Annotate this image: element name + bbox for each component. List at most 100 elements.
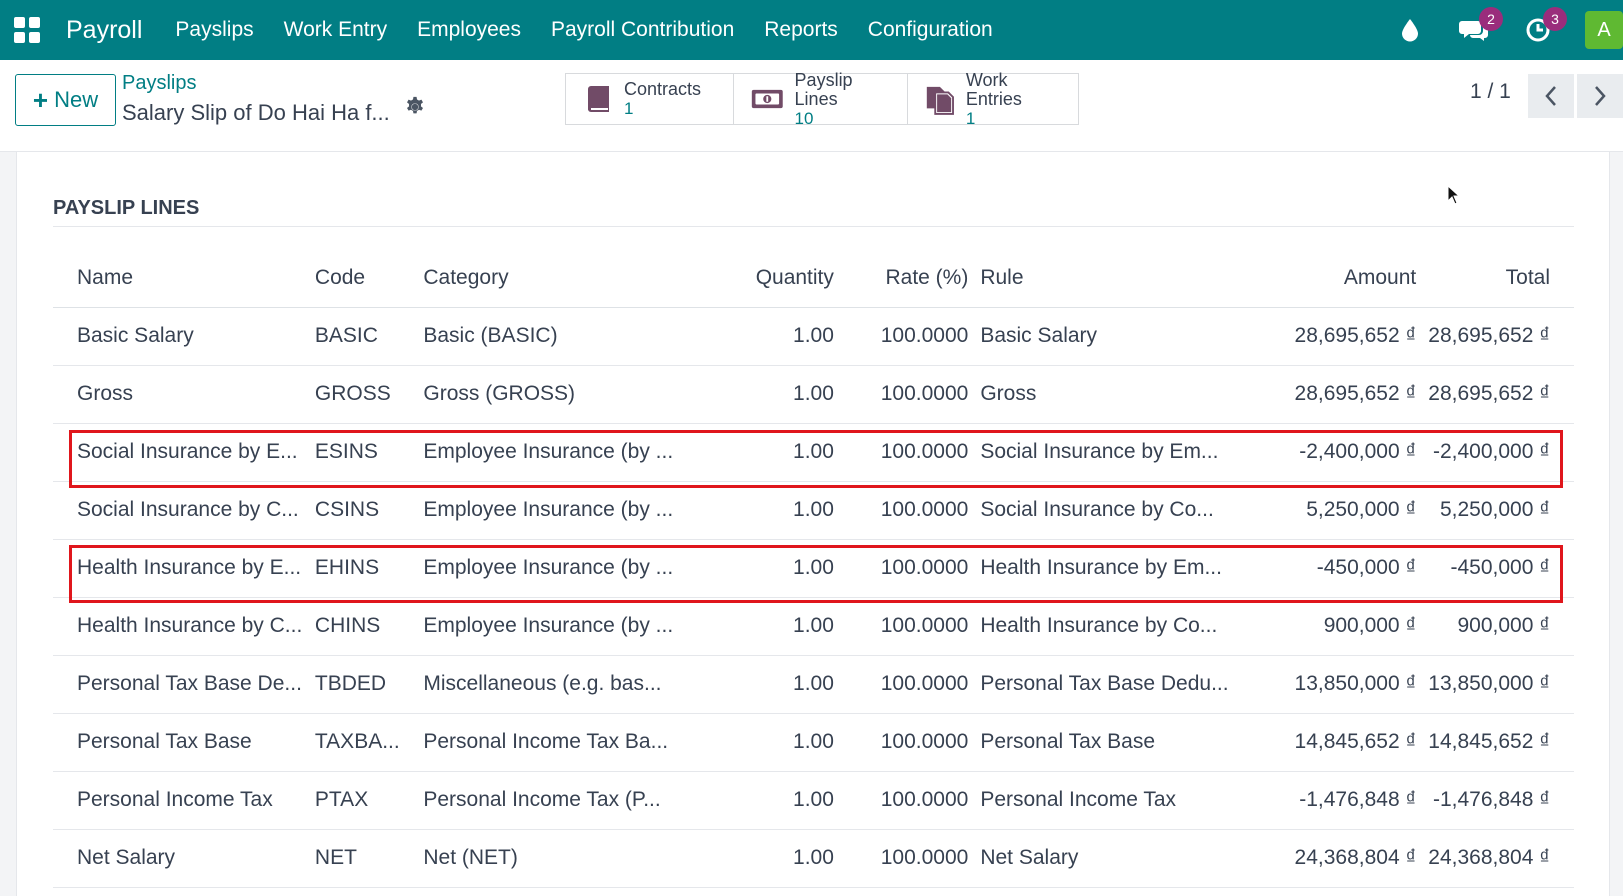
row-rule: Social Insurance by Em...: [974, 423, 1257, 482]
row-rate: 100.0000: [839, 481, 975, 540]
col-amount[interactable]: Amount: [1256, 249, 1423, 308]
table-header-row: Name Code Category Quantity Rate (%) Rul…: [53, 249, 1574, 308]
payslip-lines-count: 10: [794, 108, 814, 128]
row-category: Employee Insurance (by ...: [417, 481, 680, 540]
row-rule: Personal Income Tax: [974, 771, 1257, 830]
gear-icon[interactable]: [404, 96, 430, 122]
row-rule: Health Insurance by Co...: [974, 597, 1257, 656]
nav-payslips[interactable]: Payslips: [175, 18, 254, 41]
table-row[interactable]: Personal Tax Base De... TBDED Miscellaneou…: [53, 655, 1574, 714]
row-total: 900,000 ₫: [1422, 597, 1574, 656]
drop-icon[interactable]: [1393, 13, 1427, 47]
row-amount: 14,845,652 ₫: [1256, 713, 1423, 772]
row-rate: 100.0000: [839, 539, 975, 598]
pager-next-button[interactable]: [1577, 74, 1623, 118]
row-total: 14,845,652 ₫: [1422, 713, 1574, 772]
mouse-cursor-icon: [1447, 185, 1461, 205]
row-code: TAXBA...: [308, 713, 418, 772]
row-rate: 100.0000: [839, 655, 975, 714]
nav-configuration[interactable]: Configuration: [867, 18, 993, 41]
col-name[interactable]: Name: [53, 249, 309, 308]
row-name: Health Insurance by C...: [53, 597, 309, 656]
row-rate: 100.0000: [839, 307, 975, 366]
row-code: EHINS: [308, 539, 418, 598]
col-code[interactable]: Code: [308, 249, 418, 308]
row-name: Basic Salary: [53, 307, 309, 366]
row-rate: 100.0000: [839, 771, 975, 830]
row-total: 13,850,000 ₫: [1422, 655, 1574, 714]
table-row[interactable]: Social Insurance by E... ESINS Employee In…: [53, 423, 1574, 482]
apps-menu-icon[interactable]: [14, 17, 40, 43]
row-amount: -2,400,000 ₫: [1256, 423, 1423, 482]
user-avatar[interactable]: A: [1585, 11, 1623, 49]
payslip-lines-label: Payslip Lines: [794, 69, 853, 109]
row-code: CHINS: [308, 597, 418, 656]
plus-icon: +: [32, 85, 49, 115]
work-entries-count: 1: [965, 108, 976, 128]
breadcrumb-payslips[interactable]: Payslips: [122, 72, 197, 94]
pager-previous-button[interactable]: [1528, 74, 1574, 118]
col-category[interactable]: Category: [417, 249, 680, 308]
col-rule[interactable]: Rule: [974, 249, 1257, 308]
activities-clock-icon[interactable]: 3: [1521, 7, 1567, 47]
row-amount: 900,000 ₫: [1256, 597, 1423, 656]
row-total: 28,695,652 ₫: [1422, 365, 1574, 424]
messages-badge: 2: [1479, 7, 1503, 31]
table-row[interactable]: Net Salary NET Net (NET) 1.00 100.0000 Net Sa…: [53, 829, 1574, 888]
row-rate: 100.0000: [839, 713, 975, 772]
nav-employees[interactable]: Employees: [417, 18, 521, 41]
row-quantity: 1.00: [679, 829, 840, 888]
table-row[interactable]: Basic Salary BASIC Basic (BASIC) 1.00 100.00…: [53, 307, 1574, 366]
col-quantity[interactable]: Quantity: [679, 249, 840, 308]
table-row[interactable]: Gross GROSS Gross (GROSS) 1.00 100.0000 Gross…: [53, 365, 1574, 424]
row-code: CSINS: [308, 481, 418, 540]
pager-value[interactable]: 1 / 1: [1470, 80, 1511, 103]
new-button-label: New: [54, 87, 99, 112]
row-amount: 28,695,652 ₫: [1256, 365, 1423, 424]
row-category: Personal Income Tax (P...: [417, 771, 680, 830]
row-quantity: 1.00: [679, 423, 840, 482]
messages-icon[interactable]: 2: [1457, 7, 1503, 47]
row-amount: 5,250,000 ₫: [1256, 481, 1423, 540]
table-row[interactable]: Health Insurance by E... EHINS Employee In…: [53, 539, 1574, 598]
app-brand[interactable]: Payroll: [66, 15, 143, 44]
row-quantity: 1.00: [679, 307, 840, 366]
col-rate[interactable]: Rate (%): [839, 249, 975, 308]
row-name: Personal Tax Base: [53, 713, 309, 772]
form-view: PAYSLIP LINES Name Code Category Quantit…: [0, 152, 1623, 896]
row-name: Social Insurance by E...: [53, 423, 309, 482]
new-button[interactable]: + New: [15, 74, 116, 126]
row-name: Health Insurance by E...: [53, 539, 309, 598]
col-total[interactable]: Total: [1422, 249, 1574, 308]
contracts-smart-button[interactable]: Contracts 1: [566, 74, 734, 124]
row-category: Employee Insurance (by ...: [417, 597, 680, 656]
form-sheet: PAYSLIP LINES Name Code Category Quantit…: [16, 152, 1610, 896]
row-name: Personal Tax Base De...: [53, 655, 309, 714]
nav-reports[interactable]: Reports: [764, 18, 838, 41]
chevron-left-icon: [1545, 86, 1556, 106]
row-name: Personal Income Tax: [53, 771, 309, 830]
row-category: Employee Insurance (by ...: [417, 539, 680, 598]
row-quantity: 1.00: [679, 771, 840, 830]
row-rule: Basic Salary: [974, 307, 1257, 366]
row-name: Net Salary: [53, 829, 309, 888]
work-entries-smart-button[interactable]: Work Entries 1: [908, 70, 1078, 128]
row-amount: -1,476,848 ₫: [1256, 771, 1423, 830]
contracts-label: Contracts: [624, 79, 702, 99]
row-name: Gross: [53, 365, 309, 424]
row-amount: -450,000 ₫: [1256, 539, 1423, 598]
row-name: Social Insurance by C...: [53, 481, 309, 540]
nav-work-entry[interactable]: Work Entry: [283, 18, 388, 41]
payslip-lines-smart-button[interactable]: Payslip Lines 10: [734, 69, 908, 128]
row-category: Employee Insurance (by ...: [417, 423, 680, 482]
table-row[interactable]: Social Insurance by C... CSINS Employee In…: [53, 481, 1574, 540]
row-category: Net (NET): [417, 829, 680, 888]
row-quantity: 1.00: [679, 713, 840, 772]
table-row[interactable]: Personal Tax Base TAXBA... Personal Income…: [53, 713, 1574, 772]
table-row[interactable]: Health Insurance by C... CHINS Employee In…: [53, 597, 1574, 656]
book-icon: [588, 86, 609, 112]
nav-payroll-contribution[interactable]: Payroll Contribution: [550, 18, 735, 41]
chevron-right-icon: [1595, 86, 1606, 106]
row-rule: Net Salary: [974, 829, 1257, 888]
table-row[interactable]: Personal Income Tax PTAX Personal Income T…: [53, 771, 1574, 830]
